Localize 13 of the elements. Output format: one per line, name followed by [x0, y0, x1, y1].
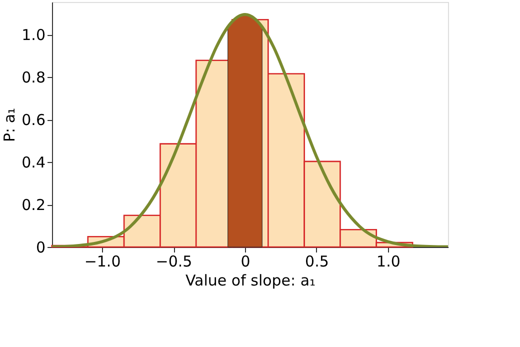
y-tick-label: 0.6 — [22, 111, 46, 130]
x-tick-label: −1.0 — [84, 252, 121, 270]
y-tick-label: 0.4 — [22, 154, 46, 172]
x-tick-label: 1.0 — [376, 252, 400, 270]
y-tick-label: 0 — [36, 238, 46, 256]
x-tick-label: 0 — [240, 252, 250, 270]
y-tick-label: 0.8 — [22, 68, 46, 87]
y-axis-title: P: a₁ — [0, 108, 19, 142]
x-axis-title: Value of slope: a₁ — [185, 272, 316, 290]
y-tick-label: 1.0 — [22, 26, 46, 44]
x-tick-label: −0.5 — [156, 252, 192, 270]
x-tick-label: 0.5 — [305, 252, 329, 270]
y-tick-label: 0.2 — [22, 196, 46, 214]
